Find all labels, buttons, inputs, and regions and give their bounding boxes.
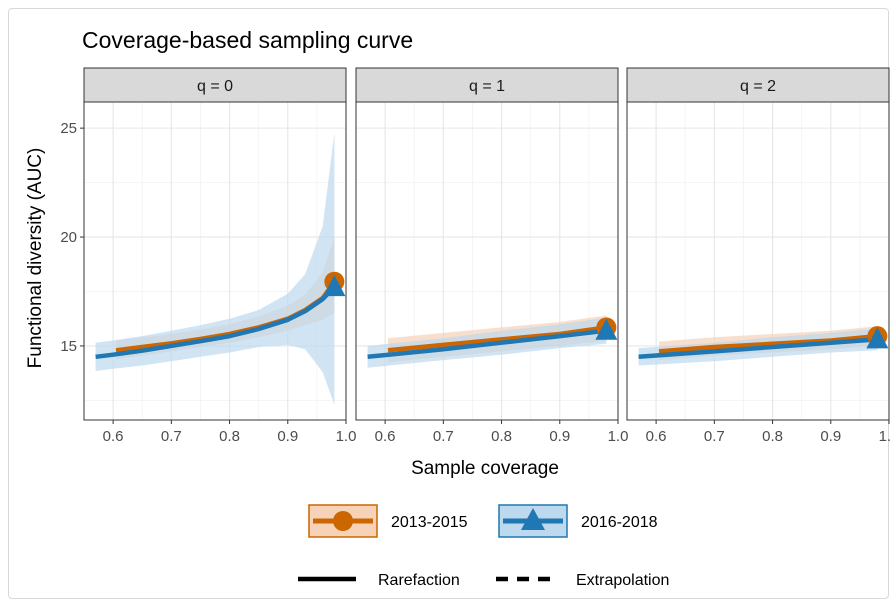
x-axis-title: Sample coverage xyxy=(411,458,559,479)
panel-background xyxy=(84,102,346,420)
confidence-band xyxy=(95,132,335,405)
panels: q = 0 q = 1 q = 2 xyxy=(83,67,890,421)
legend: 2013-2015 2016-2018 Rarefaction Extrapolati… xyxy=(298,504,669,589)
observed-point xyxy=(866,327,889,349)
rarefaction-line xyxy=(387,325,607,353)
observed-point xyxy=(323,275,346,297)
x-axis: 0.6 0.7 0.8 0.9 1.0 0.6 0.7 0.8 0.9 1.0 0.6 0.7 0.8 0… xyxy=(103,420,890,445)
panel: q = 2 xyxy=(626,67,890,421)
legend-entry: 2016-2018 xyxy=(498,504,658,538)
y-axis: 15 20 25 xyxy=(60,120,84,355)
legend-label: Extrapolation xyxy=(576,572,669,589)
legend-label: Rarefaction xyxy=(378,572,460,589)
x-tick-label: 0.6 xyxy=(646,428,667,445)
chart-title: Coverage-based sampling curve xyxy=(82,27,413,53)
y-axis-title: Functional diversity (AUC) xyxy=(25,148,46,369)
y-tick-label: 20 xyxy=(60,229,77,246)
x-tick-label: 1.0 xyxy=(336,428,357,445)
legend-label: 2016-2018 xyxy=(581,514,658,531)
rarefaction-line xyxy=(367,328,607,360)
x-tick-label: 0.8 xyxy=(762,428,783,445)
y-tick-label: 25 xyxy=(60,120,77,137)
panel-border xyxy=(83,101,347,421)
panel-background xyxy=(627,102,889,420)
x-tick-label: 0.6 xyxy=(103,428,124,445)
legend-entry: Rarefaction xyxy=(298,572,460,589)
panel-background xyxy=(356,102,618,420)
legend-entry: 2013-2015 xyxy=(308,504,468,538)
observed-point xyxy=(595,318,618,340)
rarefaction-line xyxy=(658,333,878,354)
x-tick-label: 0.8 xyxy=(491,428,512,445)
facet-label: q = 1 xyxy=(469,78,505,95)
x-tick-label: 0.9 xyxy=(277,428,298,445)
legend-entry: Extrapolation xyxy=(496,572,669,589)
legend-marker xyxy=(333,511,353,531)
rarefaction-line xyxy=(638,337,878,360)
x-tick-label: 1.0 xyxy=(879,428,890,445)
legend-marker xyxy=(521,508,545,530)
panel-border xyxy=(626,101,890,421)
x-tick-label: 0.7 xyxy=(433,428,454,445)
facet-label: q = 2 xyxy=(740,78,776,95)
rarefaction-line xyxy=(95,285,337,360)
x-tick-label: 1.0 xyxy=(608,428,629,445)
legend-label: 2013-2015 xyxy=(391,514,468,531)
y-tick-label: 15 xyxy=(60,338,77,355)
x-tick-label: 0.7 xyxy=(161,428,182,445)
facet-strip xyxy=(626,67,890,103)
panel-border xyxy=(355,101,619,421)
facet-label: q = 0 xyxy=(197,78,233,95)
facet-strip xyxy=(355,67,619,103)
x-tick-label: 0.7 xyxy=(704,428,725,445)
x-tick-label: 0.9 xyxy=(549,428,570,445)
panel: q = 1 xyxy=(355,67,619,421)
x-tick-label: 0.6 xyxy=(375,428,396,445)
panel: q = 0 xyxy=(83,67,347,421)
x-tick-label: 0.9 xyxy=(820,428,841,445)
x-tick-label: 0.8 xyxy=(219,428,240,445)
